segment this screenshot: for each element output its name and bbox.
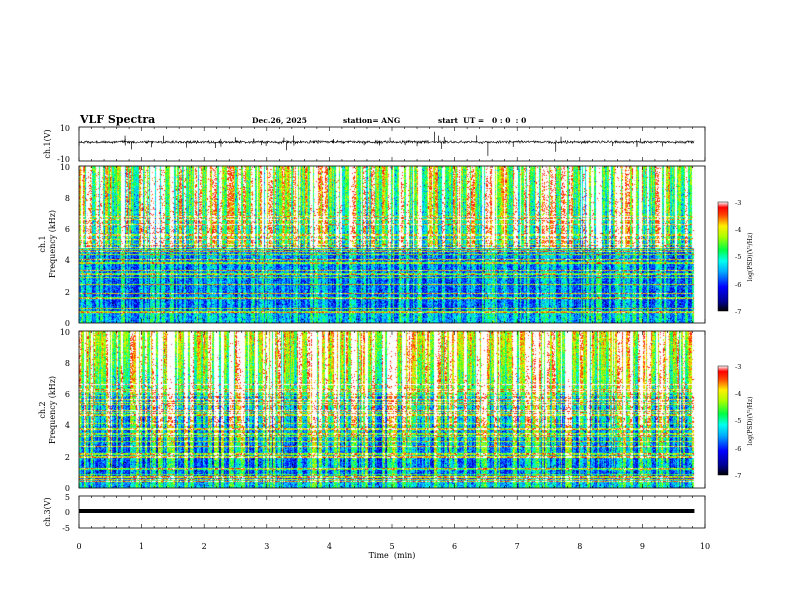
ch1-colorbar-frame (717, 201, 729, 312)
ch2-ytick-10: 10 (60, 328, 70, 337)
xtick-5: 5 (389, 542, 394, 551)
xtick-8: 8 (577, 542, 582, 551)
ch1-cbar-tick-m4: -4 (735, 226, 741, 234)
panel-ch3-waveform: 5 0 -5 ch.3(V) (43, 493, 706, 533)
ch2-cbar-tick-m5: -5 (735, 417, 741, 425)
date-label: Dec.26, 2025 (252, 116, 307, 125)
xtick-1: 1 (139, 542, 144, 551)
ch1-ytick-0: 0 (65, 319, 70, 328)
ch1-colorbar-gradient (718, 202, 728, 311)
ch1-ytick-bottom: -10 (57, 155, 70, 164)
xtick-10: 10 (700, 542, 710, 551)
ch2-spectrogram-ticks (78, 331, 706, 488)
ch3-waveform-ticks (78, 496, 706, 528)
ch1-frequency-label: Frequency (kHz) (48, 210, 57, 278)
x-axis-ticklabels: 0 1 2 3 4 5 6 7 8 9 10 (76, 542, 710, 551)
xtick-4: 4 (327, 542, 332, 551)
ch1-ytick-2: 2 (65, 288, 70, 297)
ch2-cbar-tick-m7: -7 (735, 472, 741, 480)
panel-ch1-waveform: 10 -10 ch.1(V) (43, 124, 706, 164)
station-label: station= ANG (343, 116, 400, 125)
xtick-3: 3 (264, 542, 269, 551)
ch1-colorbar-label: log(PSD)(V²/Hz) (747, 233, 754, 282)
ch1-waveform-line (78, 139, 695, 145)
ch2-cbar-tick-m4: -4 (735, 390, 741, 398)
ch1-ytick-10: 10 (60, 163, 70, 172)
ch2-colorbar: -3 -4 -5 -6 -7 log(PSD)(V²/Hz) (717, 363, 754, 480)
xtick-9: 9 (640, 542, 645, 551)
x-axis-label: Time (min) (369, 551, 416, 560)
xtick-0: 0 (76, 542, 81, 551)
ch2-spectrogram-yticklabels: 0 2 4 6 8 10 (60, 328, 70, 493)
xtick-7: 7 (515, 542, 520, 551)
ch1-waveform-ylabel: ch.1(V) (43, 129, 52, 158)
ch1-spectrogram-ylabel: ch.1 (38, 235, 47, 252)
ch3-waveform-ylabel: ch.3(V) (43, 497, 52, 526)
ch1-cbar-tick-m7: -7 (735, 308, 741, 316)
ch2-ytick-4: 4 (65, 421, 70, 430)
ch2-spectrogram-image (79, 331, 705, 488)
ch3-waveform-line (79, 509, 695, 513)
ch1-spectrogram-yticklabels: 0 2 4 6 8 10 (60, 163, 70, 328)
ch3-ytick-0: 0 (65, 508, 70, 517)
ch1-cbar-tick-m5: -5 (735, 253, 741, 261)
ch1-cbar-tick-m3: -3 (735, 199, 741, 207)
ch2-cbar-tick-m3: -3 (735, 363, 741, 371)
ch2-colorbar-frame (717, 365, 729, 476)
ch3-ytick-m5: -5 (62, 524, 70, 533)
ch1-spectrogram-image (79, 166, 705, 323)
ch1-spectrogram-ticks (78, 166, 706, 323)
ch2-ytick-8: 8 (65, 359, 70, 368)
ch2-ytick-2: 2 (65, 453, 70, 462)
ch1-ytick-top: 10 (60, 124, 70, 133)
ch1-cbar-tick-m6: -6 (735, 281, 741, 289)
ch1-waveform-frame (78, 126, 706, 162)
ch2-spectrogram-ylabel: ch.2 (38, 401, 47, 418)
ch1-waveform-ticks (78, 127, 706, 161)
ch2-cbar-tick-m6: -6 (735, 445, 741, 453)
panel-ch1-spectrogram: 0 2 4 6 8 10 ch.1 Frequency (kHz) -3 -4 … (38, 163, 754, 328)
panel-ch2-spectrogram: 0 2 4 6 8 10 ch.2 Frequency (kHz) -3 -4 … (38, 328, 754, 493)
start-time-label: start UT = 0 : 0 : 0 (438, 116, 526, 125)
xtick-6: 6 (452, 542, 457, 551)
ch2-colorbar-label: log(PSD)(V²/Hz) (747, 397, 754, 446)
ch3-ytick-5: 5 (65, 493, 70, 502)
ch1-colorbar: -3 -4 -5 -6 -7 log(PSD)(V²/Hz) (717, 199, 754, 316)
ch2-colorbar-gradient (718, 366, 728, 475)
ch2-ytick-6: 6 (65, 390, 70, 399)
ch1-waveform-spikes (78, 131, 664, 156)
ch2-frequency-label: Frequency (kHz) (48, 376, 57, 444)
ch2-ytick-0: 0 (65, 484, 70, 493)
figure-title: VLF Spectra (79, 113, 155, 126)
ch1-ytick-6: 6 (65, 225, 70, 234)
ch1-ytick-8: 8 (65, 194, 70, 203)
ch1-ytick-4: 4 (65, 256, 70, 265)
xtick-2: 2 (202, 542, 207, 551)
